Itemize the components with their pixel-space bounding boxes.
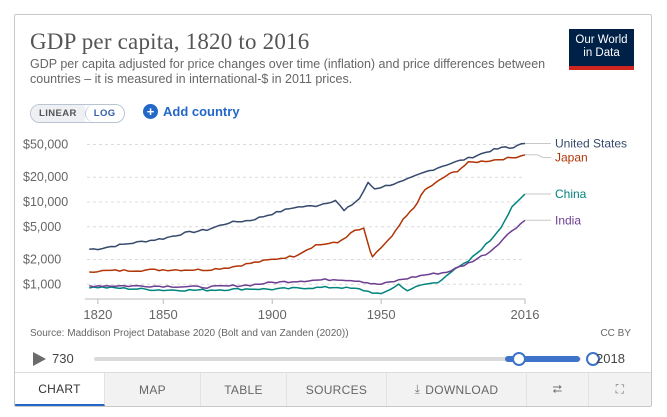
tab-download[interactable]: ⤓ DOWNLOAD [387,373,527,406]
y-tick-label: $10,000 [23,195,68,209]
plus-circle-icon: + [143,104,158,119]
x-tick-label: 2016 [511,307,540,322]
tab-table[interactable]: TABLE [201,373,287,406]
source-note: Source: Maddison Project Database 2020 (… [30,328,349,339]
y-tick-label: $5,000 [23,220,61,234]
legend-connector [525,154,551,158]
series-line [89,219,526,290]
x-tick-label: 1850 [149,307,178,322]
download-icon: ⤓ [414,382,421,396]
owid-logo[interactable]: Our World in Data [569,29,634,70]
linear-scale-button[interactable]: LINEAR [31,105,85,122]
logo-line-2: in Data [583,47,620,59]
share-button[interactable]: ⮂ [527,373,589,406]
timeline-end-handle[interactable] [586,352,600,366]
add-country-button[interactable]: + Add country [143,104,240,119]
tab-bar: CHART MAP TABLE SOURCES ⤓ DOWNLOAD ⮂ ⛶ [15,372,651,406]
y-tick-label: $50,000 [23,138,68,152]
add-country-label: Add country [163,104,240,119]
timeline-track[interactable] [94,357,581,361]
legend-label: Japan [555,150,588,164]
legend-label: India [555,213,581,227]
chart-title: GDP per capita, 1820 to 2016 [30,29,310,54]
legend-label: United States [555,136,627,150]
share-icon: ⮂ [552,382,563,396]
tab-chart[interactable]: CHART [15,373,105,406]
play-icon[interactable] [33,352,46,366]
grid-layer [87,144,525,285]
logo-line-1: Our World [575,34,628,46]
scale-toggle: LINEAR LOG [30,104,125,123]
series-line [89,142,526,251]
axis-layer: $1,000 $2,000 $5,000 $10,000 $20,000 $50,000 1… [23,138,539,322]
log-scale-button[interactable]: LOG [84,105,124,122]
series-line [89,154,526,273]
legend-label: China [555,187,587,201]
tab-sources[interactable]: SOURCES [287,373,387,406]
timeline-selected-range[interactable] [505,356,580,362]
timeline-start-handle[interactable] [512,352,526,366]
timeline-end-label: 2018 [596,351,625,366]
x-tick-label: 1950 [367,307,396,322]
license-link[interactable]: CC BY [600,328,631,339]
y-tick-label: $1,000 [23,277,61,291]
x-tick-label: 1900 [258,307,287,322]
tab-map[interactable]: MAP [105,373,201,406]
x-tick-label: 1820 [83,307,112,322]
fullscreen-button[interactable]: ⛶ [589,373,651,406]
timeline: 730 2018 [30,348,640,370]
expand-icon: ⛶ [615,382,625,396]
timeline-start-label: 730 [52,351,74,366]
y-tick-label: $2,000 [23,252,61,266]
download-label: DOWNLOAD [425,382,499,397]
series-layer [89,142,526,295]
y-tick-label: $20,000 [23,170,68,184]
chart-card: GDP per capita, 1820 to 2016 GDP per cap… [14,14,652,407]
series-line [89,193,526,295]
chart-subtitle: GDP per capita adjusted for price change… [30,57,546,86]
